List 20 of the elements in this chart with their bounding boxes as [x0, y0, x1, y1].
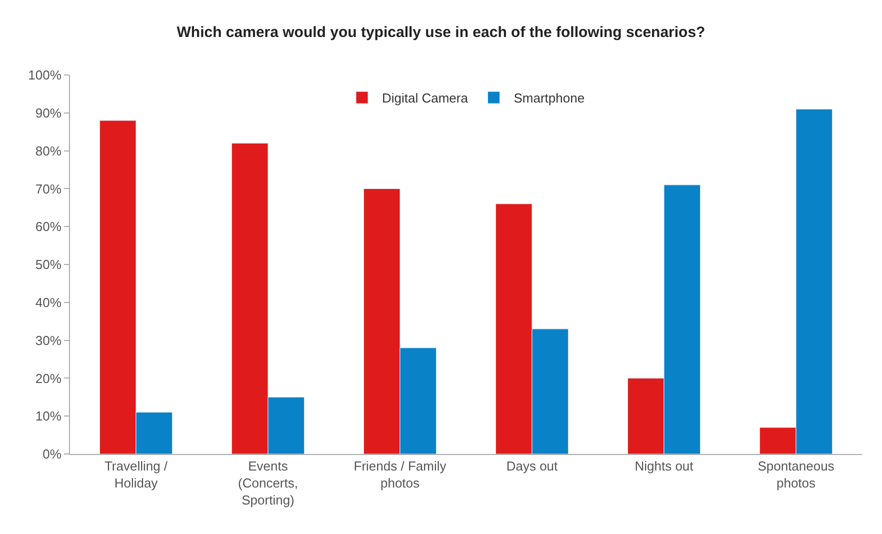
x-tick-label: Days out [506, 458, 558, 474]
x-tick-label: Spontaneous photos [758, 458, 835, 490]
y-tick-label: 70% [35, 181, 62, 196]
y-tick-label: 80% [35, 143, 62, 158]
x-tick-label: Travelling / Holiday [104, 458, 168, 490]
y-tick-label: 0% [42, 446, 62, 462]
legend-label: Smartphone [514, 90, 585, 106]
y-tick-label: 100% [28, 68, 62, 83]
x-tick-label: Friends / Family photos [354, 458, 447, 490]
y-tick-label: 10% [35, 408, 62, 424]
y-tick-label: 60% [35, 219, 62, 234]
x-tick-label: Nights out [634, 458, 694, 474]
x-tick-label: Events (Concerts, Sporting) [238, 458, 298, 508]
y-tick-label: 50% [35, 257, 62, 272]
y-tick-label: 90% [35, 105, 62, 120]
legend-label: Digital Camera [382, 90, 469, 106]
chart-title: Which camera would you typically use in each of the following scenarios? [176, 24, 706, 42]
y-tick-label: 40% [35, 294, 62, 310]
y-tick-label: 20% [35, 370, 62, 386]
y-tick-label: 30% [35, 332, 62, 348]
